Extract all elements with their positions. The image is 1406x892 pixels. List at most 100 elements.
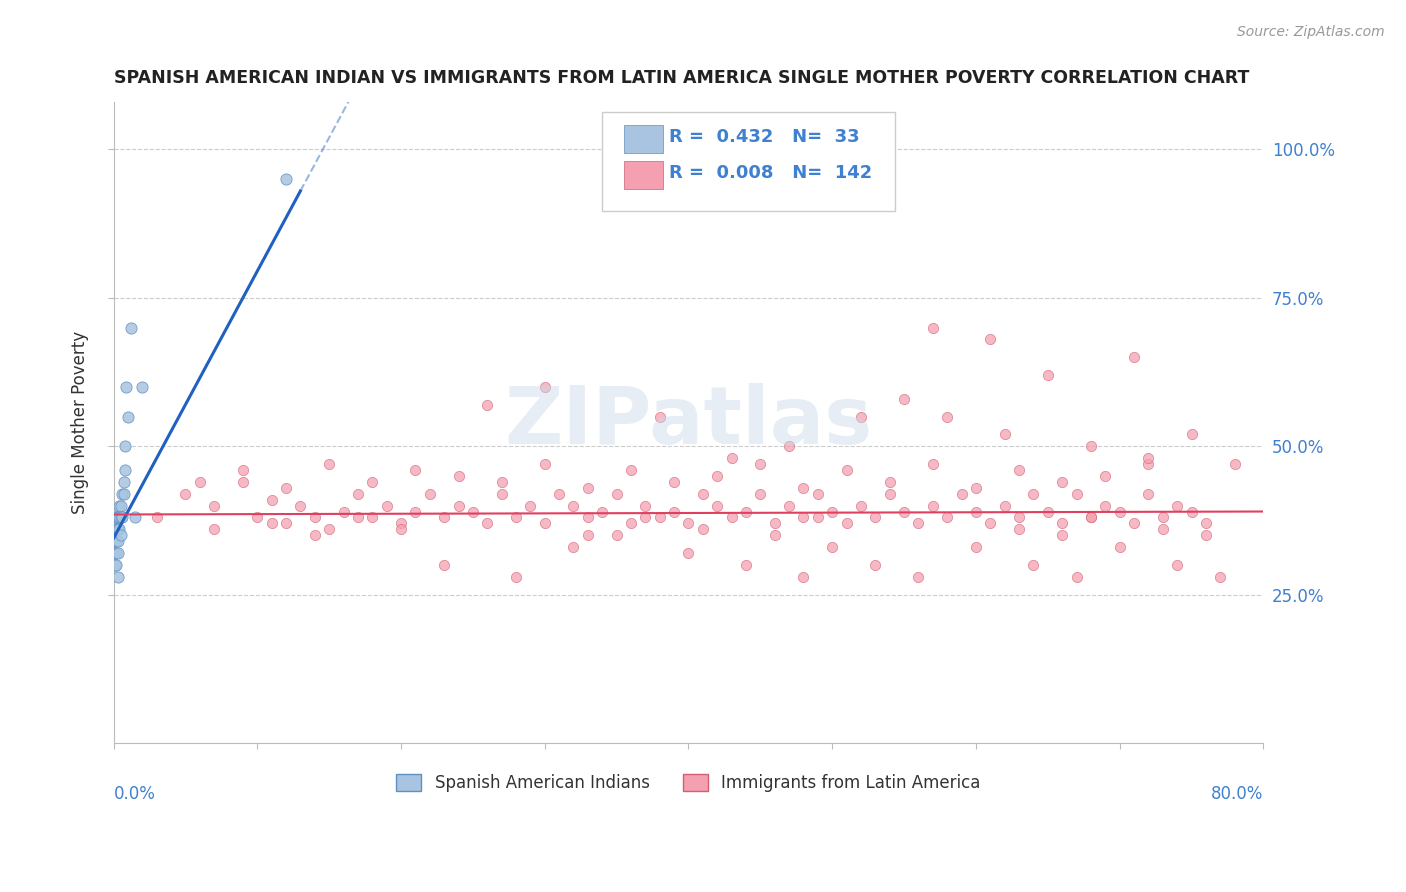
Point <box>1050 528 1073 542</box>
Point <box>749 486 772 500</box>
Point <box>318 522 340 536</box>
Point <box>763 516 786 531</box>
Point <box>865 510 887 524</box>
Point <box>419 486 441 500</box>
Point <box>620 516 643 531</box>
Point <box>706 469 728 483</box>
Point <box>1050 475 1073 489</box>
Point <box>1022 558 1045 572</box>
Point <box>778 439 800 453</box>
Text: ZIPatlas: ZIPatlas <box>505 384 873 461</box>
Point <box>145 510 167 524</box>
Point <box>678 546 700 560</box>
Point <box>921 499 943 513</box>
Point <box>1152 510 1174 524</box>
Point <box>835 463 858 477</box>
Point <box>433 510 456 524</box>
Point <box>678 516 700 531</box>
Point <box>648 409 671 424</box>
Point <box>606 486 628 500</box>
Point <box>347 486 370 500</box>
Point <box>648 510 671 524</box>
Point <box>662 504 685 518</box>
Point <box>304 510 326 524</box>
Point <box>110 510 132 524</box>
Point <box>792 570 814 584</box>
Point <box>893 392 915 406</box>
Point <box>1209 570 1232 584</box>
Point <box>115 380 138 394</box>
Point <box>112 486 135 500</box>
Text: 0.0%: 0.0% <box>114 785 156 803</box>
Point <box>274 172 297 186</box>
Point <box>124 510 146 524</box>
Point <box>1094 499 1116 513</box>
Point <box>104 546 127 560</box>
Point <box>936 510 959 524</box>
Point <box>792 481 814 495</box>
Point <box>433 558 456 572</box>
Point <box>606 528 628 542</box>
Point <box>1180 427 1202 442</box>
Point <box>1166 499 1188 513</box>
Point <box>375 499 398 513</box>
Point <box>404 463 426 477</box>
Point <box>108 522 131 536</box>
Point <box>821 504 844 518</box>
Point <box>491 475 513 489</box>
Point <box>994 427 1017 442</box>
Point <box>1195 516 1218 531</box>
Point <box>692 522 714 536</box>
Point <box>1166 558 1188 572</box>
Point <box>131 380 153 394</box>
Point <box>749 457 772 471</box>
Point <box>533 516 555 531</box>
Point <box>893 504 915 518</box>
FancyBboxPatch shape <box>624 125 664 153</box>
Point <box>979 516 1001 531</box>
Point <box>447 469 470 483</box>
Point <box>107 534 129 549</box>
Point <box>921 457 943 471</box>
Point <box>950 486 973 500</box>
Point <box>108 510 131 524</box>
Text: SPANISH AMERICAN INDIAN VS IMMIGRANTS FROM LATIN AMERICA SINGLE MOTHER POVERTY C: SPANISH AMERICAN INDIAN VS IMMIGRANTS FR… <box>114 69 1249 87</box>
Point <box>634 499 657 513</box>
Point <box>1108 540 1130 554</box>
Point <box>1066 486 1088 500</box>
Y-axis label: Single Mother Poverty: Single Mother Poverty <box>72 331 89 514</box>
Point <box>994 499 1017 513</box>
Point <box>290 499 312 513</box>
Point <box>260 492 283 507</box>
Point <box>821 540 844 554</box>
Text: Source: ZipAtlas.com: Source: ZipAtlas.com <box>1237 25 1385 39</box>
Point <box>1223 457 1246 471</box>
FancyBboxPatch shape <box>602 112 896 211</box>
Point <box>447 499 470 513</box>
Point <box>778 499 800 513</box>
Point <box>361 475 384 489</box>
Point <box>576 481 599 495</box>
Point <box>107 522 129 536</box>
Point <box>107 570 129 584</box>
Point <box>232 475 254 489</box>
Point <box>188 475 211 489</box>
Point <box>720 451 742 466</box>
Point <box>1008 463 1031 477</box>
Point <box>576 528 599 542</box>
Point <box>1080 510 1102 524</box>
Point <box>114 463 136 477</box>
Point <box>361 510 384 524</box>
Point <box>112 475 135 489</box>
Point <box>879 475 901 489</box>
Point <box>304 528 326 542</box>
Point <box>865 558 887 572</box>
Point <box>591 504 613 518</box>
Point <box>104 510 127 524</box>
Point <box>548 486 571 500</box>
Point <box>274 516 297 531</box>
Legend: Spanish American Indians, Immigrants from Latin America: Spanish American Indians, Immigrants fro… <box>389 767 987 798</box>
Point <box>105 534 128 549</box>
Point <box>105 558 128 572</box>
Point <box>274 481 297 495</box>
